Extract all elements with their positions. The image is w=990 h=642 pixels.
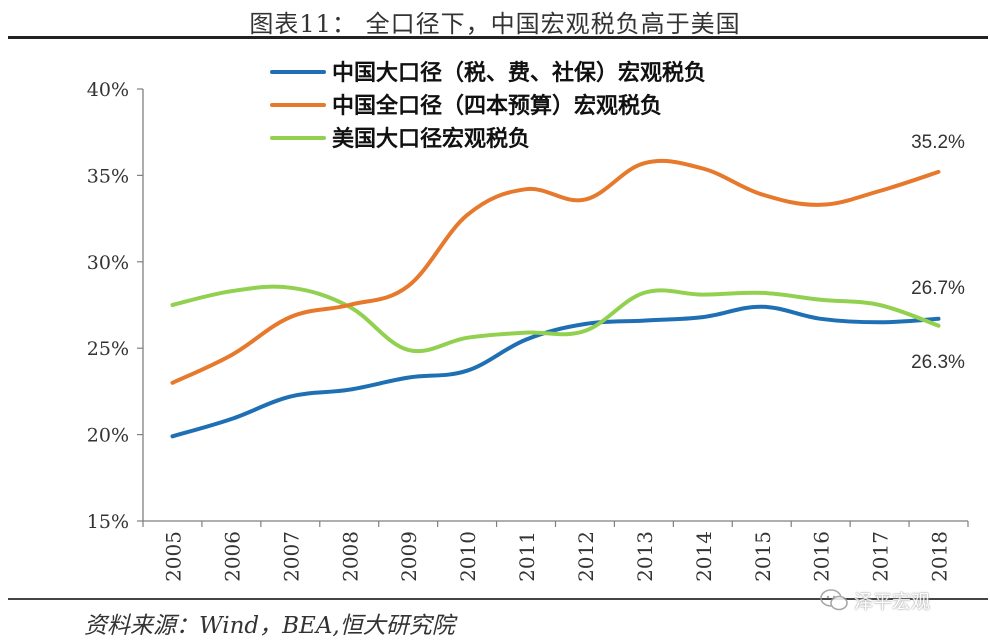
y-tick-label: 20%: [87, 425, 129, 447]
y-tick-label: 35%: [87, 165, 129, 187]
series-us-broad-end-label: 26.3%: [911, 352, 965, 373]
title-divider: [8, 36, 988, 39]
x-tick-label: 2005: [161, 531, 185, 582]
series-us-broad-line: [170, 284, 941, 354]
series-china-broad-end-label: 26.7%: [911, 278, 965, 299]
x-tick-label: 2013: [633, 531, 657, 582]
x-tick-label: 2012: [574, 531, 598, 582]
wechat-icon: [820, 589, 848, 611]
x-tick-label: 2010: [456, 531, 480, 582]
x-tick-label: 2006: [220, 531, 244, 582]
series-china-broad-legend-label: 中国大口径（税、费、社保）宏观税负: [332, 60, 706, 86]
page-title: 图表11： 全口径下，中国宏观税负高于美国: [249, 10, 741, 38]
series-china-full-legend-label: 中国全口径（四本预算）宏观税负: [332, 93, 662, 119]
y-tick-label: 40%: [87, 79, 129, 101]
series-us-broad-legend-label: 美国大口径宏观税负: [332, 126, 530, 152]
chart-axes: 15% 20% 25% 30% 35% 40% 2005 2006 2007 2008 2009 20…: [87, 79, 969, 582]
x-tick-label: 2016: [810, 531, 834, 582]
series-china-full-line: [170, 158, 941, 385]
watermark: 泽平宏观: [820, 584, 970, 616]
x-tick-label: 2009: [397, 531, 421, 582]
chart-legend: 中国大口径（税、费、社保）宏观税负中国全口径（四本预算）宏观税负美国大口径宏观税…: [270, 60, 706, 152]
footer-divider: [8, 598, 988, 600]
y-tick-label: 15%: [87, 511, 129, 533]
chart-end-labels: 26.7% 35.2% 26.3%: [911, 132, 965, 373]
x-tick-label: 2011: [515, 531, 539, 582]
y-tick-label: 25%: [87, 338, 129, 360]
x-tick-label: 2017: [869, 531, 893, 582]
x-tick-label: 2008: [338, 531, 362, 582]
x-tick-label: 2007: [279, 531, 303, 582]
chart-series-layer: [170, 158, 941, 439]
y-tick-label: 30%: [87, 252, 129, 274]
series-china-full-end-label: 35.2%: [911, 132, 965, 153]
line-chart: 15% 20% 25% 30% 35% 40% 2005 2006 2007 2008 2009 20…: [87, 60, 969, 582]
x-tick-label: 2014: [692, 531, 716, 582]
watermark-text: 泽平宏观: [854, 590, 931, 613]
x-tick-label: 2015: [751, 531, 775, 582]
series-china-broad-line: [170, 304, 941, 439]
source-note: 资料来源：Wind，BEA,恒大研究院: [84, 613, 455, 639]
x-tick-label: 2018: [928, 531, 952, 582]
